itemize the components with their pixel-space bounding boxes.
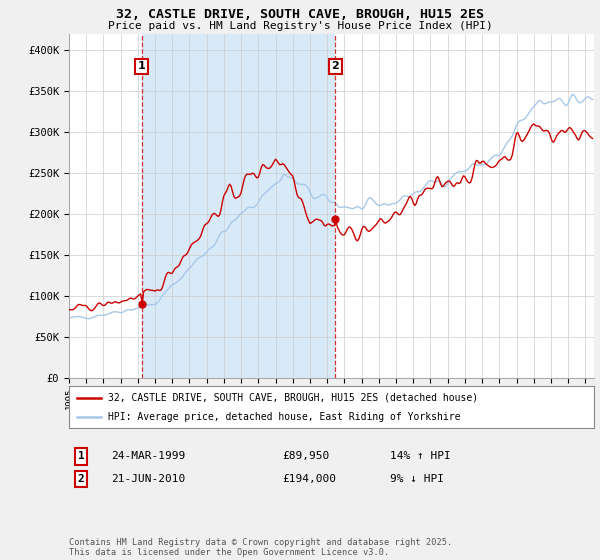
Text: £194,000: £194,000	[282, 474, 336, 484]
Text: 1: 1	[77, 451, 85, 461]
Text: 14% ↑ HPI: 14% ↑ HPI	[390, 451, 451, 461]
Text: £89,950: £89,950	[282, 451, 329, 461]
Text: 32, CASTLE DRIVE, SOUTH CAVE, BROUGH, HU15 2ES (detached house): 32, CASTLE DRIVE, SOUTH CAVE, BROUGH, HU…	[109, 393, 479, 403]
Bar	[142, 34, 335, 378]
Text: 2: 2	[331, 62, 339, 72]
Text: Contains HM Land Registry data © Crown copyright and database right 2025.
This d: Contains HM Land Registry data © Crown c…	[69, 538, 452, 557]
Text: 21-JUN-2010: 21-JUN-2010	[111, 474, 185, 484]
Text: 24-MAR-1999: 24-MAR-1999	[111, 451, 185, 461]
Text: 1: 1	[138, 62, 146, 72]
Text: Price paid vs. HM Land Registry's House Price Index (HPI): Price paid vs. HM Land Registry's House …	[107, 21, 493, 31]
Text: 9% ↓ HPI: 9% ↓ HPI	[390, 474, 444, 484]
Text: HPI: Average price, detached house, East Riding of Yorkshire: HPI: Average price, detached house, East…	[109, 412, 461, 422]
Text: 2: 2	[77, 474, 85, 484]
Text: 32, CASTLE DRIVE, SOUTH CAVE, BROUGH, HU15 2ES: 32, CASTLE DRIVE, SOUTH CAVE, BROUGH, HU…	[116, 8, 484, 21]
